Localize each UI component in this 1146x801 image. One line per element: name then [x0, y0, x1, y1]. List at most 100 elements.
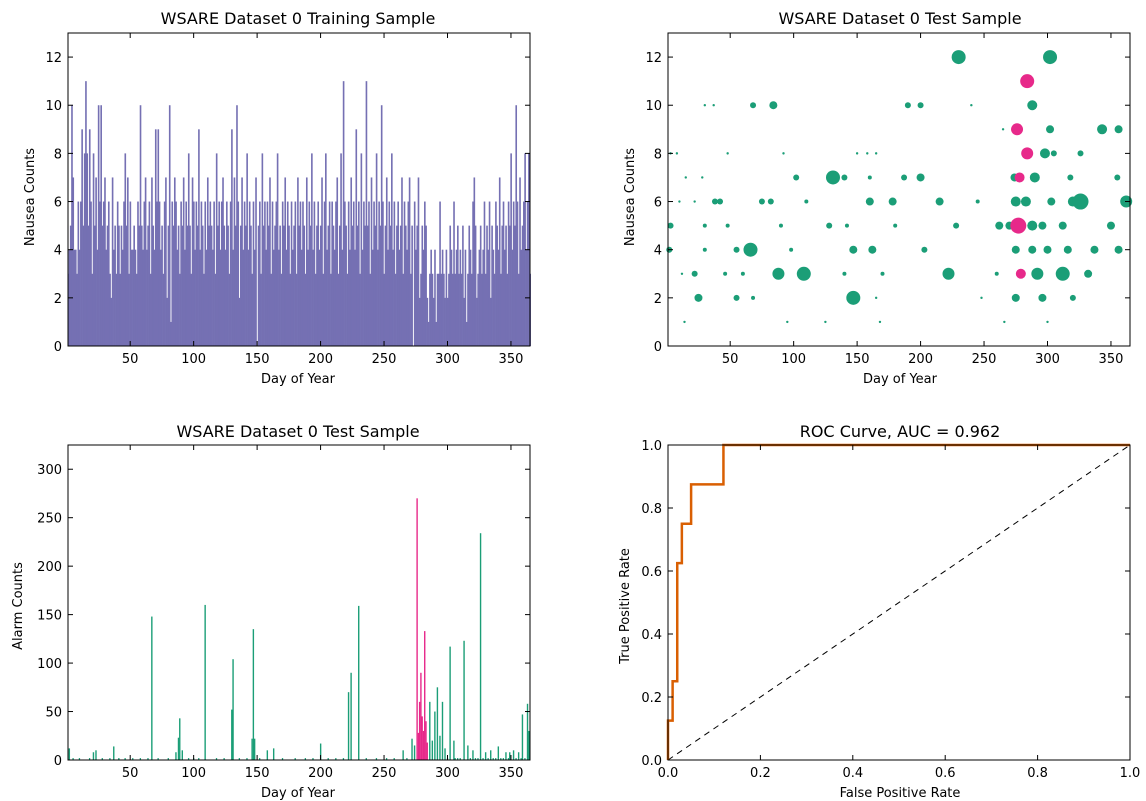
data-point: [726, 152, 729, 155]
bar: [303, 225, 306, 346]
x-tick-label: 200: [308, 352, 333, 367]
anomaly-point: [1011, 123, 1024, 136]
bar: [335, 201, 337, 346]
bar: [104, 177, 106, 346]
bar: [224, 249, 227, 346]
bar: [446, 297, 449, 346]
bar: [167, 758, 169, 760]
bar: [199, 249, 201, 346]
bar: [517, 752, 520, 760]
bar: [177, 225, 180, 346]
bar: [78, 758, 81, 760]
bar: [490, 750, 492, 760]
data-point: [916, 173, 925, 182]
plot-frame: [667, 32, 1131, 347]
bar: [167, 225, 170, 346]
bar: [391, 153, 393, 346]
bar: [514, 225, 516, 346]
y-tick-label: 0: [54, 340, 62, 355]
bar: [333, 249, 336, 346]
bar: [193, 201, 195, 346]
bar: [490, 297, 492, 346]
bar: [304, 273, 307, 346]
bar: [232, 249, 234, 346]
bar: [83, 153, 86, 346]
data-point: [1010, 196, 1021, 207]
bar: [500, 758, 502, 760]
x-tick-label: 350: [499, 766, 524, 781]
bar: [397, 201, 399, 346]
bar: [482, 249, 485, 346]
bar: [470, 273, 473, 346]
data-point: [693, 200, 696, 203]
bar: [204, 604, 206, 760]
bar: [190, 273, 193, 346]
bar: [506, 273, 509, 346]
bar: [375, 758, 378, 760]
bar: [354, 249, 356, 346]
bar: [160, 249, 162, 346]
bar: [100, 105, 102, 346]
data-point: [1114, 125, 1123, 134]
bar: [509, 752, 511, 760]
bar: [453, 201, 455, 346]
bar: [526, 201, 529, 346]
bar: [175, 201, 177, 346]
bar: [429, 701, 431, 760]
data-point: [935, 197, 944, 206]
bar: [323, 201, 326, 346]
bar: [464, 249, 467, 346]
y-tick-label: 0.6: [641, 565, 662, 580]
plot-frame: [67, 32, 531, 347]
bar: [280, 273, 283, 346]
bar: [484, 752, 487, 760]
bar: [458, 273, 460, 346]
x-tick-label: 300: [435, 766, 460, 781]
bar: [349, 249, 351, 346]
bar: [387, 249, 389, 346]
anomaly-point: [1021, 147, 1034, 160]
bar: [437, 273, 440, 346]
bar: [398, 249, 401, 346]
bar: [406, 758, 408, 760]
y-tick-label: 0.2: [641, 691, 662, 706]
bar: [385, 177, 388, 346]
bar-series: [68, 81, 531, 347]
roc-curve-line: [666, 443, 1130, 760]
bar: [385, 758, 388, 760]
bar: [102, 201, 105, 346]
bar: [402, 273, 405, 346]
bar: [517, 273, 520, 346]
x-tick-label: 250: [372, 766, 397, 781]
bar: [313, 201, 316, 346]
bar: [153, 249, 156, 346]
bar: [170, 321, 172, 346]
bar: [274, 225, 276, 346]
bar: [151, 177, 153, 346]
bar: [220, 201, 223, 346]
data-point: [782, 152, 785, 155]
bar: [309, 225, 312, 346]
data-point: [793, 174, 800, 181]
bar: [375, 153, 378, 346]
bar: [243, 201, 246, 346]
data-point: [1084, 269, 1093, 278]
bar: [71, 105, 73, 346]
bar: [327, 758, 329, 760]
bar: [97, 105, 100, 346]
plot-frame: [667, 444, 1131, 761]
y-tick-label: 1.0: [641, 439, 662, 454]
data-point: [866, 152, 869, 155]
bar: [283, 225, 285, 346]
bar: [450, 249, 453, 346]
data-point: [703, 104, 707, 107]
bar: [292, 249, 294, 346]
bar: [337, 273, 340, 346]
bar: [410, 273, 412, 346]
bar: [408, 177, 411, 346]
data-point: [878, 320, 882, 324]
data-point: [1055, 266, 1070, 281]
bar: [179, 718, 181, 760]
bar: [113, 746, 115, 760]
bar: [380, 105, 383, 346]
